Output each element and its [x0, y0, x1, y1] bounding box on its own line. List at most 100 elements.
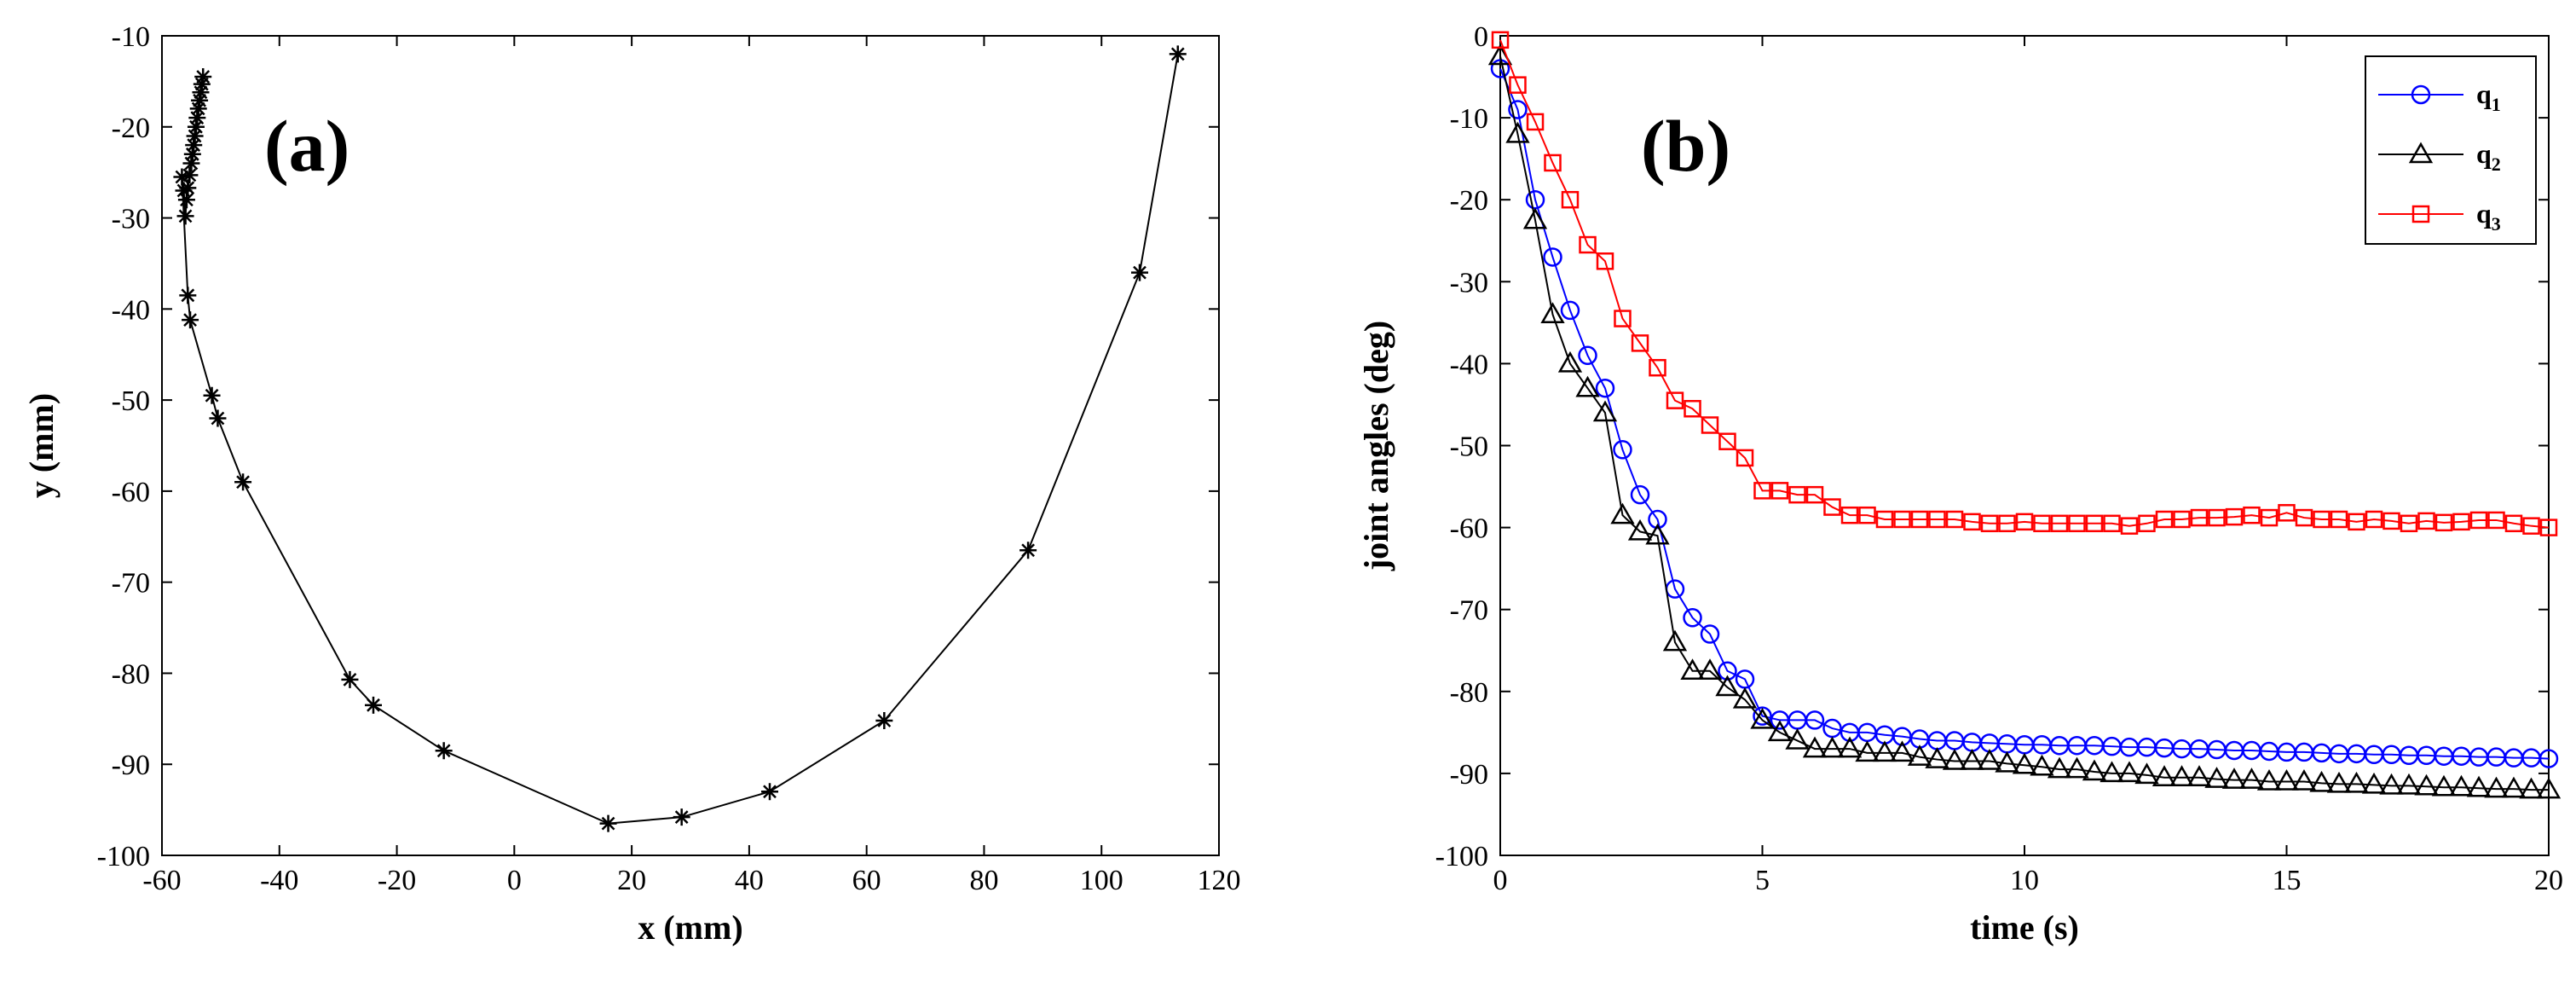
series-point-q2	[1767, 720, 1793, 742]
series-point-q3	[2295, 508, 2313, 527]
series-point-q1	[1718, 661, 1737, 681]
trajectory-point	[203, 386, 221, 404]
series-point-q2	[2151, 765, 2177, 786]
series-point-q1	[1595, 378, 1615, 398]
series-point-q2	[1785, 727, 1810, 750]
y-tick-label: -60	[1450, 513, 1488, 545]
series-point-q2	[2204, 767, 2229, 788]
series-point-q2	[2431, 774, 2457, 797]
legend-label-q2: q2	[2476, 138, 2501, 175]
series-point-q2	[1627, 519, 1653, 541]
y-tick-label: -50	[1450, 432, 1488, 463]
series-point-q3	[2190, 508, 2209, 527]
series-point-q2	[1592, 400, 1618, 422]
legend-label-name: q	[2476, 78, 2492, 109]
series-point-q1	[1753, 706, 1772, 726]
series-point-q1	[1543, 247, 1562, 267]
series-point-q3	[1718, 432, 1736, 450]
x-tick-label: 20	[617, 865, 646, 896]
trajectory-point	[1169, 45, 1187, 63]
trajectory-point	[193, 75, 211, 93]
y-tick-label: 0	[1474, 21, 1488, 53]
series-point-q3	[1579, 235, 1597, 254]
series-line-q3	[1499, 39, 2550, 529]
series-line-q2	[1499, 55, 2549, 791]
series-point-q3	[2278, 504, 2296, 522]
legend-label-name: q	[2476, 138, 2492, 169]
series-point-q3	[2068, 514, 2086, 533]
y-tick-label: -50	[112, 385, 150, 417]
series-point-q3	[1788, 485, 1806, 504]
trajectory-point	[194, 68, 212, 86]
x-tick-label: 20	[2534, 865, 2563, 896]
trajectory-point	[183, 145, 201, 163]
series-point-q2	[1662, 629, 1688, 652]
series-point-q2	[1837, 736, 1863, 758]
trajectory-point	[673, 808, 690, 826]
series-point-q1	[1630, 484, 1650, 505]
series-point-q1	[1613, 440, 1632, 460]
y-tick-label: -40	[1450, 349, 1488, 380]
series-point-q2	[2414, 774, 2439, 796]
trajectory-point	[761, 783, 778, 801]
y-tick-label: -20	[112, 113, 150, 144]
y-tick-label: -30	[1450, 267, 1488, 298]
legend-box	[2365, 55, 2537, 245]
series-point-q2	[2256, 768, 2282, 791]
series-point-q3	[1858, 506, 1876, 524]
series-point-q2	[1872, 740, 1897, 762]
y-tick-label: -70	[112, 568, 150, 600]
series-point-q2	[2012, 752, 2037, 774]
series-point-q1	[1648, 509, 1667, 530]
y-tick-label: -10	[112, 21, 150, 53]
series-point-q2	[1977, 748, 2002, 770]
series-point-q2	[2344, 771, 2369, 793]
series-point-q2	[2326, 771, 2352, 793]
trajectory-point	[599, 814, 617, 832]
series-point-q2	[2030, 754, 2054, 776]
series-point-q3	[2050, 514, 2069, 533]
series-point-q3	[1823, 498, 1841, 516]
trajectory-point	[182, 311, 199, 329]
y-tick-label: -10	[1450, 103, 1488, 135]
series-point-q2	[1750, 707, 1775, 729]
legend-label-q1: q1	[2476, 78, 2501, 115]
series-point-q2	[2536, 777, 2562, 799]
x-tick-label: 5	[1755, 865, 1770, 896]
series-point-q2	[1522, 207, 1548, 229]
series-point-q2	[2361, 772, 2387, 794]
y-tick-label: -70	[1450, 595, 1488, 627]
series-point-q2	[2099, 761, 2124, 783]
series-point-q2	[1715, 675, 1740, 697]
series-point-q2	[1697, 658, 1723, 681]
trajectory-point	[185, 136, 203, 154]
series-point-q3	[1666, 391, 1684, 409]
series-point-q2	[2221, 768, 2247, 789]
trajectory-point	[192, 84, 210, 101]
series-point-q3	[1544, 154, 1562, 172]
series-point-q3	[1893, 510, 1911, 529]
series-point-q3	[1753, 482, 1771, 500]
series-point-q1	[1683, 608, 1702, 628]
series-point-q2	[2501, 776, 2527, 798]
x-axis-label: time (s)	[1970, 908, 2079, 947]
legend-label-subscript: 2	[2492, 154, 2501, 175]
series-point-q2	[2519, 777, 2544, 799]
x-tick-label: -40	[260, 865, 298, 896]
series-point-q3	[2313, 510, 2331, 529]
series-point-q3	[1684, 400, 1701, 418]
series-point-q2	[2082, 759, 2107, 781]
series-point-q3	[2348, 513, 2365, 531]
x-tick-label: 0	[507, 865, 522, 896]
y-tick-label: -40	[112, 294, 150, 326]
series-point-q2	[1557, 351, 1583, 373]
series-point-q2	[1890, 740, 1915, 762]
y-tick-label: -20	[1450, 185, 1488, 217]
chart-panel-b: 0 5 10 15 20-100-90-80-70-60-50-40-30-20-100…	[1357, 21, 2563, 947]
series-point-q3	[1980, 514, 1999, 533]
legend-marker-q3	[2411, 205, 2430, 223]
x-tick-label: -20	[378, 865, 416, 896]
series-point-q3	[2504, 514, 2523, 533]
y-tick-label: -90	[112, 750, 150, 781]
series-point-q2	[2065, 756, 2089, 779]
